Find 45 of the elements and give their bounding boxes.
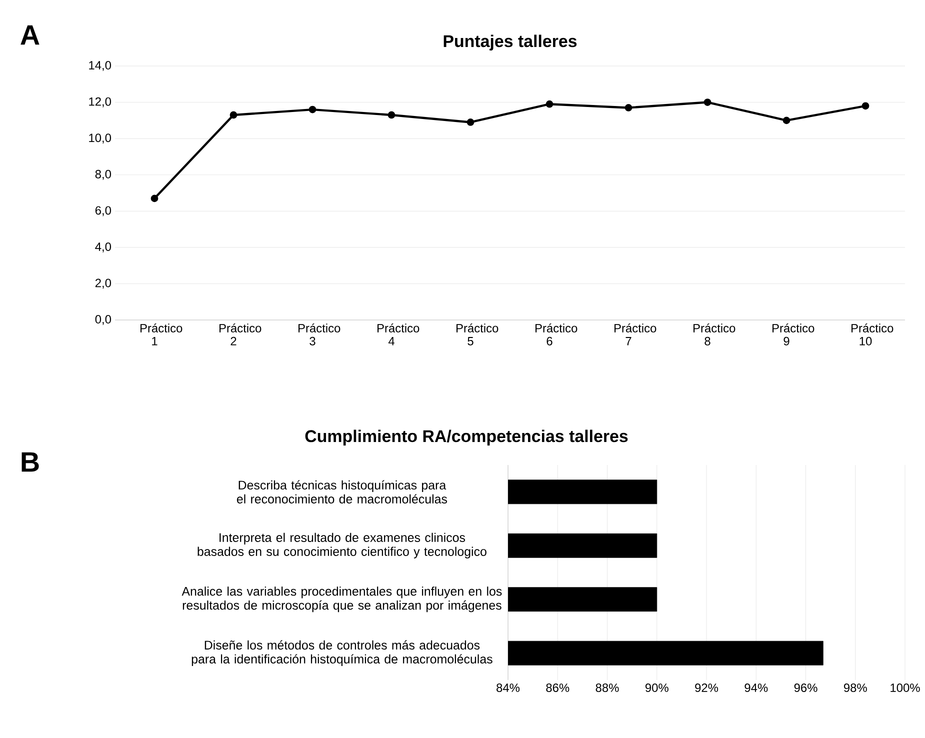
y-tick-label: Describa técnicas histoquímicas para el reconocimiento de macromoléculas	[236, 480, 448, 504]
x-tick-label: 90%	[645, 684, 668, 692]
point	[862, 102, 870, 110]
x-tick-label: 92%	[695, 684, 718, 692]
y-tick-label: 6,0	[95, 206, 112, 216]
y-tick-label: Diseñe los métodos de controles más adecuados para la identificación histoquímica de macromoléculas	[192, 640, 492, 666]
y-tick-label: 8,0	[95, 170, 112, 180]
point	[230, 111, 238, 119]
x-tick-label: 96%	[794, 684, 818, 692]
x-tick-label: 100%	[890, 684, 920, 692]
x-tick-label: Práctico 5	[456, 324, 498, 346]
chart-title: Puntajes talleres	[444, 34, 577, 50]
x-tick-label: Práctico 1	[140, 324, 182, 346]
y-tick-label: 0,0	[95, 315, 112, 325]
y-tick-label: Interpreta el resultado de examenes clinicos basados en su conocimiento cientifico y tecnologico	[198, 532, 486, 558]
y-tick-label: 2,0	[95, 278, 112, 289]
x-tick-label: Práctico 10	[851, 324, 894, 346]
x-tick-label: Práctico 6	[535, 324, 578, 346]
point	[546, 100, 554, 108]
x-tick-label: Práctico 4	[377, 324, 420, 346]
y-tick-label: 12,0	[89, 97, 112, 108]
x-tick-label: 94%	[744, 684, 768, 692]
point	[466, 118, 474, 126]
point	[308, 106, 316, 114]
point	[150, 194, 158, 202]
x-tick-label: 84%	[496, 684, 520, 692]
x-tick-label: Práctico 9	[772, 324, 814, 346]
y-tick-label: 14,0	[89, 61, 112, 71]
x-tick-label: 88%	[596, 684, 619, 692]
y-tick-label: 10,0	[89, 134, 112, 144]
point	[388, 111, 396, 119]
y-tick-label: Analice las variables procedimentales que influyen en los resultados de microscopía que se analizan por imágenes	[182, 586, 502, 612]
x-tick-label: 86%	[546, 684, 570, 692]
x-tick-label: Práctico 2	[219, 324, 262, 346]
point	[624, 104, 632, 112]
x-tick-label: Práctico 3	[298, 324, 340, 346]
text: A	[20, 25, 40, 45]
y-tick-label: 4,0	[95, 242, 112, 252]
point	[782, 116, 790, 124]
text: B	[22, 452, 39, 472]
point	[704, 98, 712, 106]
chart-title: Cumplimiento RA/competencias talleres	[305, 430, 628, 446]
x-tick-label: 98%	[844, 684, 867, 692]
x-tick-label: Práctico 7	[614, 324, 656, 346]
x-tick-label: Práctico 8	[693, 324, 736, 346]
